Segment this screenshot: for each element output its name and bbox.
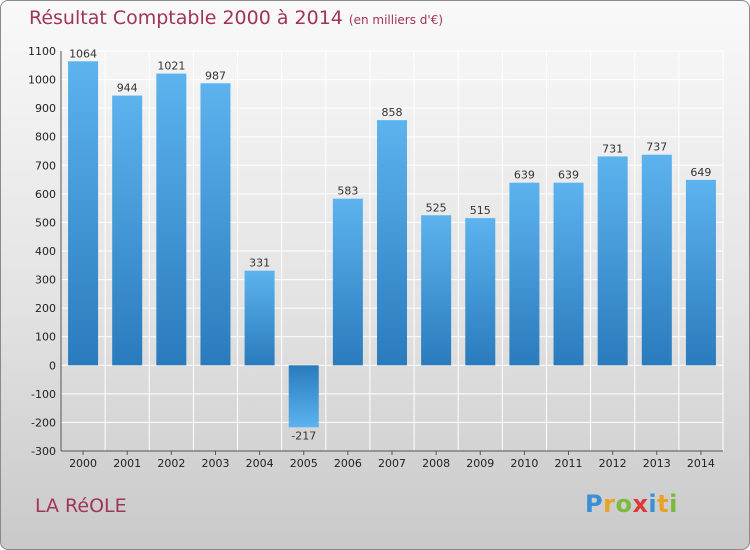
x-tick-label-2009: 2009 [466,457,494,470]
y-tick-label: 600 [35,188,56,201]
bar-2008 [421,215,452,366]
y-tick-label: -100 [31,388,56,401]
x-tick-label-2014: 2014 [687,457,715,470]
y-tick-label: -200 [31,416,56,429]
bar-2013 [641,154,672,366]
bar-2001 [112,95,143,366]
axes: -300 -200 -100 0 100 200 300 400 500 600 700 800 900… [28,45,723,470]
x-tick-label-2002: 2002 [157,457,185,470]
chart-title-text: Résultat Comptable 2000 à 2014 [29,7,343,29]
bar-2009 [465,218,496,366]
labels: 1064 944 1021 987 331 -217 583 858 525 515 639 639 7… [69,47,711,442]
bar-2012 [597,156,628,366]
x-tick-label-2010: 2010 [510,457,538,470]
y-tick-label: 700 [35,159,56,172]
bar-2014 [685,179,716,366]
data-label-2001: 944 [117,82,138,95]
y-tick-label: 100 [35,331,56,344]
x-tick-label-2001: 2001 [113,457,141,470]
y-tick-label: 500 [35,216,56,229]
x-tick-label-2011: 2011 [555,457,583,470]
chart-unit: (en milliers d'€) [348,13,444,27]
y-tick-label: 200 [35,302,56,315]
data-label-2014: 649 [690,166,711,179]
x-tick-label-2007: 2007 [378,457,406,470]
bar-2007 [376,120,408,366]
x-tick-label-2000: 2000 [69,457,97,470]
data-label-2000: 1064 [69,47,97,60]
x-tick-label-2012: 2012 [599,457,627,470]
bar-2006 [332,198,363,366]
bars [68,61,716,428]
y-tick-label: 800 [35,131,56,144]
data-label-2004: 331 [249,257,270,270]
chart-title: Résultat Comptable 2000 à 2014 (en millie… [29,7,443,29]
data-label-2010: 639 [514,169,535,182]
bar-2004 [244,270,275,366]
y-tick-label: 1100 [28,45,56,58]
bar-2010 [509,182,540,366]
y-tick-label: 900 [35,102,56,115]
data-label-2011: 639 [558,169,579,182]
data-label-2006: 583 [337,185,358,198]
x-tick-label-2005: 2005 [290,457,318,470]
y-tick-label: 0 [49,359,56,372]
data-label-2005: -217 [291,429,316,442]
town-name: LA RéOLE [35,495,127,517]
x-tick-label-2004: 2004 [246,457,274,470]
x-tick-label-2013: 2013 [643,457,671,470]
data-label-2012: 731 [602,142,623,155]
bar-2005 [288,365,319,428]
proxiti-logo: Proxiti [585,490,678,518]
y-tick-label: 1000 [28,74,56,87]
y-tick-label: 400 [35,245,56,258]
data-label-2007: 858 [382,106,403,119]
x-tick-label-2008: 2008 [422,457,450,470]
data-label-2013: 737 [646,141,667,154]
y-tick-label: 300 [35,274,56,287]
y-tick-label: -300 [31,445,56,458]
data-label-2003: 987 [205,69,226,82]
bar-2011 [553,182,584,366]
data-label-2008: 525 [426,201,447,214]
bar-2003 [200,83,231,366]
x-tick-label-2006: 2006 [334,457,362,470]
x-tick-label-2003: 2003 [201,457,229,470]
data-label-2009: 515 [470,204,491,217]
data-label-2002: 1021 [157,60,185,73]
bar-2002 [156,73,187,366]
bar-2000 [68,61,99,366]
